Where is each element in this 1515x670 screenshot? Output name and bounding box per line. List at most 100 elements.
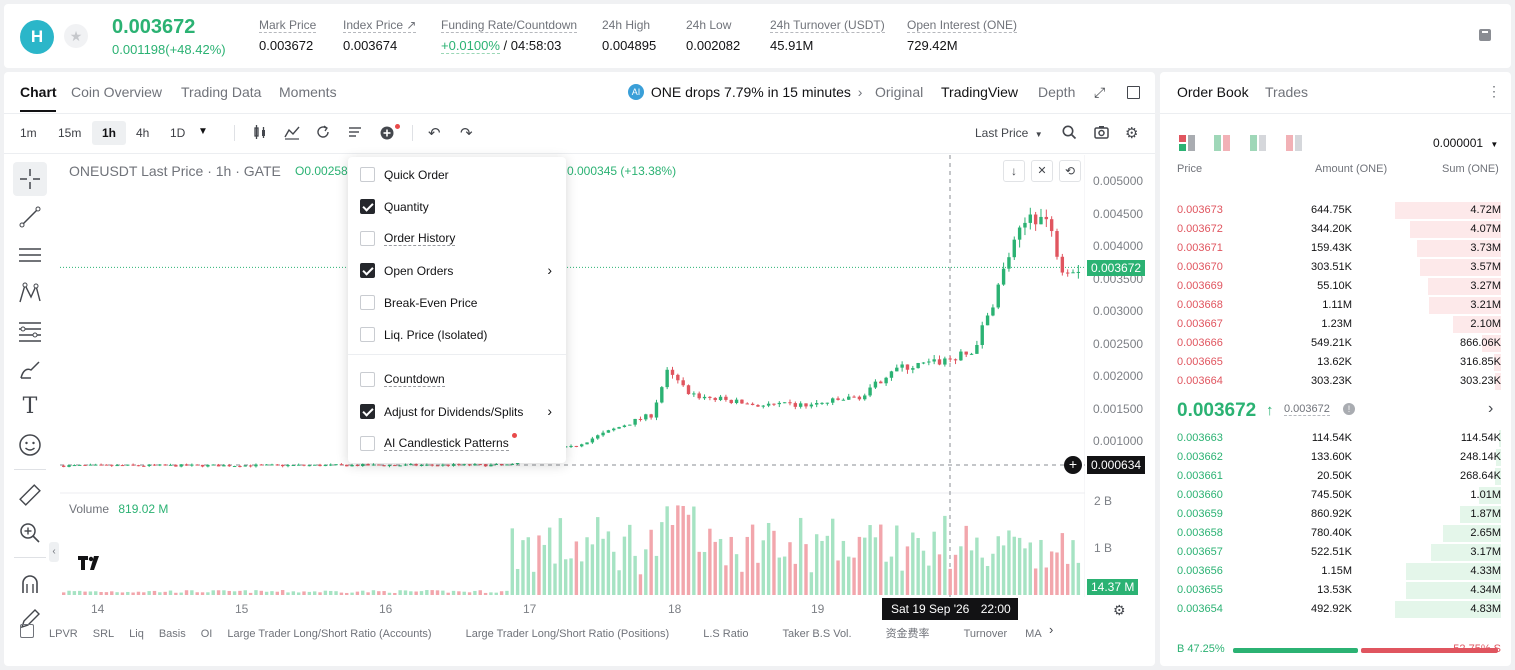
checkbox[interactable] — [360, 372, 375, 387]
candlestick-chart[interactable] — [60, 155, 1085, 597]
favorite-star-icon[interactable]: ★ — [64, 24, 88, 48]
add-alert-icon[interactable]: + — [1064, 456, 1082, 474]
price-source-dropdown[interactable]: Last Price ▼ — [975, 126, 1043, 140]
tab-trading-data[interactable]: Trading Data — [181, 84, 262, 100]
bid-row[interactable]: 0.003663 114.54K 114.54K — [1160, 429, 1511, 448]
brush-icon[interactable] — [17, 356, 43, 382]
interval-15m[interactable]: 15m — [58, 126, 82, 140]
axis-settings-icon[interactable]: ⚙ — [1113, 602, 1126, 618]
menu-item[interactable]: Break-Even Price — [348, 287, 566, 317]
tab-tradingview[interactable]: TradingView — [941, 84, 1019, 100]
window-icon[interactable] — [1127, 86, 1140, 99]
bid-row[interactable]: 0.003657 522.51K 3.17M — [1160, 543, 1511, 562]
ask-row[interactable]: 0.003666 549.21K 866.06K — [1160, 334, 1511, 353]
menu-item[interactable]: Countdown — [348, 364, 566, 394]
checkbox[interactable] — [360, 436, 375, 451]
ask-row[interactable]: 0.003669 55.10K 3.27M — [1160, 277, 1511, 296]
refresh-icon[interactable]: ⟲ — [1059, 160, 1081, 182]
stat-label[interactable]: Funding Rate/Countdown — [441, 18, 578, 33]
settings-gear-icon[interactable]: ⚙ — [1125, 125, 1139, 142]
checkbox[interactable] — [360, 231, 375, 246]
ask-row[interactable]: 0.003670 303.51K 3.57M — [1160, 258, 1511, 277]
menu-item[interactable]: Liq. Price (Isolated) — [348, 319, 566, 349]
bid-row[interactable]: 0.003658 780.40K 2.65M — [1160, 524, 1511, 543]
replay-icon[interactable] — [315, 124, 331, 143]
more-vertical-icon[interactable]: ⋮ — [1487, 83, 1501, 99]
tab-order-book[interactable]: Order Book — [1177, 84, 1249, 100]
trendline-icon[interactable] — [17, 204, 43, 230]
indicators-icon[interactable] — [284, 124, 300, 143]
bid-row[interactable]: 0.003659 860.92K 1.87M — [1160, 505, 1511, 524]
ask-row[interactable]: 0.003667 1.23M 2.10M — [1160, 315, 1511, 334]
menu-item[interactable]: AI Candlestick Patterns — [348, 428, 566, 458]
ruler-icon[interactable] — [17, 482, 43, 508]
bid-row[interactable]: 0.003660 745.50K 1.01M — [1160, 486, 1511, 505]
indicator-toggle[interactable]: OI — [200, 628, 213, 640]
text-tool-icon[interactable]: T — [22, 394, 38, 419]
tab-depth[interactable]: Depth — [1038, 84, 1076, 100]
candle-type-icon[interactable] — [252, 124, 268, 143]
ask-row[interactable]: 0.003671 159.43K 3.73M — [1160, 239, 1511, 258]
chevron-right-icon[interactable]: › — [1049, 622, 1054, 637]
pencil-icon[interactable] — [17, 606, 43, 632]
bid-row[interactable]: 0.003655 13.53K 4.34M — [1160, 581, 1511, 600]
indicator-toggle[interactable]: Taker B.S Vol. — [782, 628, 852, 640]
menu-item[interactable]: Adjust for Dividends/Splits › — [348, 396, 566, 426]
tab-chart[interactable]: Chart — [20, 84, 57, 100]
undo-icon[interactable]: ↶ — [428, 125, 441, 142]
emoji-icon[interactable] — [17, 432, 43, 458]
indicator-toggle[interactable]: Large Trader Long/Short Ratio (Positions… — [465, 628, 670, 640]
funding-rate-value[interactable]: +0.0100% — [441, 38, 500, 54]
stat-label[interactable]: 24h Turnover (USDT) — [770, 18, 885, 33]
precision-dropdown[interactable]: 0.000001 ▼ — [1433, 136, 1498, 150]
arrow-down-icon[interactable]: ↓ — [1003, 160, 1025, 182]
notebook-icon[interactable] — [1478, 28, 1496, 44]
interval-1m[interactable]: 1m — [20, 126, 37, 140]
indicator-toggle[interactable]: Turnover — [963, 628, 1008, 640]
calendar-icon[interactable] — [20, 624, 34, 638]
ask-row[interactable]: 0.003668 1.11M 3.21M — [1160, 296, 1511, 315]
chevron-right-icon[interactable]: › — [1488, 400, 1494, 417]
fibonacci-icon[interactable] — [17, 318, 43, 344]
view-both-icon[interactable] — [1179, 135, 1195, 154]
menu-item[interactable]: Quick Order — [348, 159, 566, 189]
tab-coin-overview[interactable]: Coin Overview — [71, 84, 163, 100]
indicator-toggle[interactable]: Basis — [158, 628, 186, 640]
stat-label[interactable]: Open Interest (ONE) — [907, 18, 1018, 33]
checkbox[interactable] — [360, 404, 375, 419]
ask-row[interactable]: 0.003665 13.62K 316.85K — [1160, 353, 1511, 372]
indicator-toggle[interactable]: SRL — [92, 628, 115, 640]
checkbox[interactable] — [360, 167, 375, 182]
ask-row[interactable]: 0.003664 303.23K 303.23K — [1160, 372, 1511, 391]
crosshair-icon[interactable] — [17, 166, 43, 192]
indicator-toggle[interactable]: Liq — [129, 628, 144, 640]
stat-label[interactable]: Index Price ↗ — [343, 18, 417, 33]
ai-alert[interactable]: AI ONE drops 7.79% in 15 minutes › — [628, 84, 862, 100]
view-asks-icon[interactable] — [1286, 135, 1302, 154]
menu-item[interactable]: Open Orders › — [348, 255, 566, 285]
menu-item[interactable]: Order History — [348, 223, 566, 253]
view-bids-icon[interactable] — [1250, 135, 1266, 154]
collapse-icon[interactable]: ✕ — [1031, 160, 1053, 182]
pattern-icon[interactable] — [17, 280, 43, 306]
template-icon[interactable] — [347, 124, 363, 143]
interval-4h[interactable]: 4h — [136, 126, 150, 140]
redo-icon[interactable]: ↷ — [460, 125, 473, 142]
view-mixed-icon[interactable] — [1214, 135, 1230, 154]
zoom-in-icon[interactable] — [17, 520, 43, 546]
tab-moments[interactable]: Moments — [279, 84, 337, 100]
ask-row[interactable]: 0.003673 644.75K 4.72M — [1160, 201, 1511, 220]
tab-original[interactable]: Original — [875, 84, 924, 100]
collapse-toolbar-icon[interactable]: ‹ — [49, 542, 59, 562]
bid-row[interactable]: 0.003654 492.92K 4.83M — [1160, 600, 1511, 619]
horizontal-lines-icon[interactable] — [17, 242, 43, 268]
interval-dropdown-icon[interactable]: ▼ — [198, 126, 208, 137]
camera-icon[interactable] — [1094, 125, 1109, 142]
indicator-toggle[interactable]: MA — [1025, 628, 1042, 640]
interval-1d[interactable]: 1D — [170, 126, 186, 140]
interval-1h[interactable]: 1h — [102, 126, 117, 140]
bid-row[interactable]: 0.003662 133.60K 248.14K — [1160, 448, 1511, 467]
indicator-toggle[interactable]: L.S Ratio — [703, 628, 749, 640]
indicator-toggle[interactable]: 资金费率 — [885, 628, 930, 640]
stat-label[interactable]: Mark Price — [259, 18, 317, 33]
